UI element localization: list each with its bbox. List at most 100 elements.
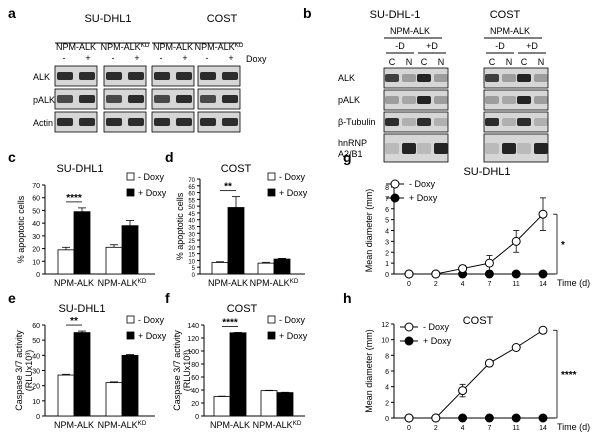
blot-b-membrane (383, 67, 449, 89)
chart-bar (260, 390, 278, 417)
chart-title: COST (221, 163, 252, 175)
blot-a-band (154, 95, 170, 103)
kd-superscript: KD (290, 278, 299, 285)
chart-significance: * (561, 240, 565, 251)
chart-title: COST (227, 303, 258, 315)
blot-a-band (222, 95, 238, 103)
legend-marker (404, 336, 414, 346)
category-label: NPM-ALKKD (101, 42, 150, 52)
chart-ytick-label: 50 (188, 205, 195, 211)
blot-b-fraction: C (389, 57, 396, 67)
blot-b-band (417, 143, 431, 154)
blot-b-band (434, 143, 448, 154)
chart-ytick-label: 60 (191, 375, 199, 382)
blot-a-band (200, 95, 216, 103)
category-label-text: NPM-ALK (98, 420, 138, 430)
chart-significance: **** (561, 370, 577, 381)
blot-b-membrane (483, 67, 549, 89)
chart-ylabel: % apoptotic cells (16, 195, 26, 263)
chart-bar (57, 249, 75, 275)
chart-ytick-label: 5 (385, 218, 389, 225)
category-label: NPM-ALKKD (98, 278, 147, 288)
kd-superscript: KD (293, 420, 302, 427)
legend-label: - Doxy (409, 179, 436, 189)
blot-b-band (534, 118, 548, 126)
category-label: NPM-ALKKD (195, 42, 244, 52)
chart-bar (73, 211, 91, 275)
chart-bar (227, 207, 245, 275)
chart-ytick-label: 45 (188, 212, 195, 218)
chart-significance: **** (222, 317, 238, 328)
chart-xtick-label: 7 (487, 425, 491, 432)
blot-a-membrane (103, 65, 147, 87)
chart-ytick-label: 65 (188, 185, 195, 191)
blot-a-row-label: pALK (33, 95, 55, 105)
blot-b-row-label: ALK (338, 73, 355, 83)
chart-point (484, 269, 494, 279)
category-label: NPM-ALK (56, 42, 96, 52)
chart-significance: **** (66, 193, 82, 204)
chart-ytick-label: 30 (32, 234, 40, 241)
kd-superscript: KD (138, 420, 147, 427)
blot-b-fraction: N (506, 57, 513, 67)
blot-a-band (154, 118, 170, 126)
chart-ytick-label: 10 (381, 338, 389, 345)
blot-b-band (385, 118, 399, 126)
blot-b-band (485, 74, 499, 82)
blot-b-fraction: C (421, 57, 428, 67)
chart-ytick-label: 120 (187, 336, 199, 343)
chart-ytick-label: 40 (32, 353, 40, 360)
legend-label: - Doxy (138, 172, 165, 182)
category-label: NPM-ALKKD (98, 420, 147, 430)
chart-ytick-label: 5 (192, 266, 196, 272)
blot-a-sign: - (63, 53, 66, 63)
chart-point (484, 358, 494, 368)
chart-ylabel: (RLUx10³) (182, 350, 192, 392)
chart-title: COST (463, 315, 494, 327)
blot-a-sign: + (85, 53, 90, 63)
chart-point (538, 269, 548, 279)
blot-b-band (534, 96, 548, 104)
chart-xtick-label: 11 (513, 281, 520, 288)
blot-b-band (517, 96, 531, 104)
blot-b-treatment: -D (495, 41, 505, 51)
chart-ytick-label: 20 (188, 246, 195, 252)
chart-ytick-label: 70 (32, 183, 40, 190)
legend-label: + Doxy (423, 336, 452, 346)
chart-xtick-label: 14 (539, 281, 547, 288)
chart-ytick-label: 4 (385, 229, 389, 236)
chart-point (404, 413, 414, 423)
category-label-text: NPM-ALK (253, 420, 293, 430)
blot-b-construct: NPM-ALK (490, 26, 530, 36)
chart-ytick-label: 40 (188, 219, 195, 225)
blot-b-cellline: COST (490, 9, 521, 21)
chart-bar (57, 374, 75, 417)
category-label: NPM-ALKKD (250, 278, 299, 288)
chart-ytick-label: 8 (385, 353, 389, 360)
legend-marker (390, 179, 400, 189)
legend-label: - Doxy (279, 172, 306, 182)
chart-bar (73, 332, 91, 417)
category-label-text: NPM-ALK (54, 420, 94, 430)
blot-a-band (222, 72, 238, 80)
chart-ytick-label: 3 (385, 239, 389, 246)
category-label: NPM-ALK (210, 420, 250, 430)
blot-a-sign: + (228, 53, 233, 63)
blot-a-membrane (151, 88, 195, 110)
blot-a-membrane (103, 88, 147, 110)
chart-xtick-label: 7 (487, 281, 491, 288)
blot-a-band (79, 95, 95, 103)
blot-a-membrane (151, 65, 195, 87)
blot-a-cellline: SU-DHL1 (84, 13, 131, 25)
kd-superscript: KD (141, 42, 150, 49)
chart-point (511, 343, 521, 352)
blot-a-band (176, 118, 192, 126)
chart-ytick-label: 50 (32, 338, 40, 345)
chart-ytick-label: 20 (32, 384, 40, 391)
blot-b-band (417, 118, 431, 126)
legend-swatch (267, 331, 276, 340)
kd-superscript: KD (235, 42, 244, 49)
chart-point (404, 269, 414, 279)
blot-a-band (106, 95, 122, 103)
chart-xtick-label: 0 (407, 425, 411, 432)
